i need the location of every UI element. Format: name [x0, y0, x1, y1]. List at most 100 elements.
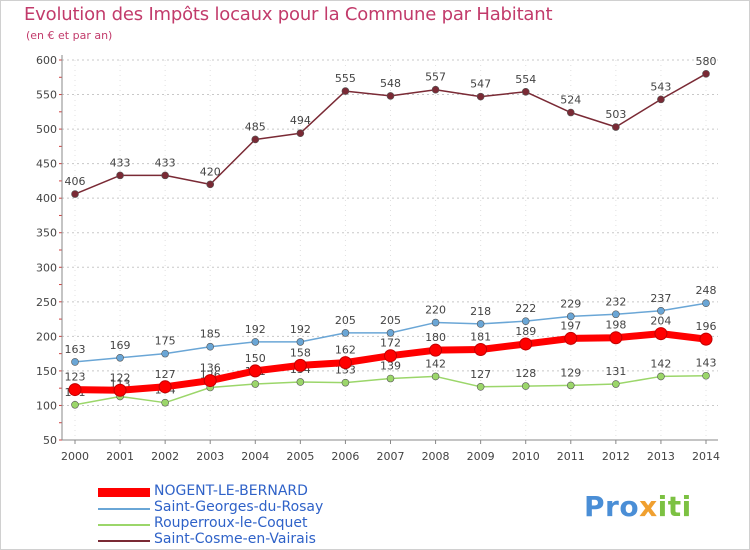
point-rouperroux-le-coquet-2002 — [161, 398, 169, 407]
x-tick-label-2006: 2006 — [331, 450, 359, 463]
data-label-saint-georges-du-rosay-2006: 205 — [335, 314, 356, 327]
data-label-saint-cosme-en-vairais-2012: 503 — [605, 108, 626, 121]
point-nogent-le-bernard-2006 — [338, 356, 352, 370]
y-tick-label-150: 150 — [36, 365, 57, 378]
point-nogent-le-bernard-2012 — [609, 331, 623, 345]
data-label-saint-georges-du-rosay-2014: 248 — [696, 284, 717, 297]
point-nogent-le-bernard-2008 — [429, 343, 443, 357]
point-saint-cosme-en-vairais-2004 — [251, 135, 260, 144]
data-label-saint-georges-du-rosay-2008: 220 — [425, 304, 446, 317]
data-label-rouperroux-le-coquet-2013: 142 — [650, 357, 671, 370]
x-tick-label-2003: 2003 — [196, 450, 224, 463]
data-label-rouperroux-le-coquet-2006: 133 — [335, 364, 356, 377]
point-rouperroux-le-coquet-2013 — [657, 372, 665, 381]
data-label-nogent-le-bernard-2012: 198 — [605, 319, 626, 332]
data-label-saint-georges-du-rosay-2013: 237 — [650, 292, 671, 305]
x-tick-label-2001: 2001 — [106, 450, 134, 463]
data-label-saint-georges-du-rosay-2001: 169 — [110, 339, 131, 352]
point-nogent-le-bernard-2003 — [203, 374, 217, 388]
data-label-nogent-le-bernard-2000: 123 — [65, 371, 86, 384]
point-rouperroux-le-coquet-2006 — [341, 378, 350, 387]
data-label-nogent-le-bernard-2008: 180 — [425, 331, 446, 344]
point-nogent-le-bernard-2011 — [564, 331, 578, 345]
point-saint-georges-du-rosay-2003 — [206, 342, 215, 351]
data-label-nogent-le-bernard-2004: 150 — [245, 352, 266, 365]
point-saint-cosme-en-vairais-2008 — [431, 85, 440, 94]
point-saint-cosme-en-vairais-2014 — [702, 70, 710, 78]
y-tick-label-300: 300 — [36, 261, 57, 274]
point-saint-georges-du-rosay-2012 — [612, 310, 620, 319]
data-label-nogent-le-bernard-2007: 172 — [380, 337, 401, 350]
data-label-nogent-le-bernard-2003: 136 — [200, 362, 221, 375]
point-rouperroux-le-coquet-2000 — [71, 400, 79, 409]
point-rouperroux-le-coquet-2010 — [521, 382, 530, 390]
data-label-saint-georges-du-rosay-2002: 175 — [155, 335, 176, 348]
point-saint-cosme-en-vairais-2013 — [657, 95, 665, 104]
legend-swatch-saint-georges — [98, 508, 150, 510]
legend-label-rouperroux: Rouperroux-le-Coquet — [154, 515, 308, 531]
data-label-rouperroux-le-coquet-2010: 128 — [515, 367, 536, 380]
data-label-saint-cosme-en-vairais-2008: 557 — [425, 71, 446, 84]
data-label-nogent-le-bernard-2005: 158 — [290, 346, 311, 359]
data-label-rouperroux-le-coquet-2007: 139 — [380, 360, 401, 373]
point-nogent-le-bernard-2002 — [158, 380, 172, 394]
data-label-saint-georges-du-rosay-2012: 232 — [605, 295, 626, 308]
data-label-saint-cosme-en-vairais-2009: 547 — [470, 78, 491, 91]
data-label-nogent-le-bernard-2006: 162 — [335, 344, 356, 357]
data-label-saint-cosme-en-vairais-2002: 433 — [155, 156, 176, 169]
x-tick-label-2014: 2014 — [692, 450, 720, 463]
point-saint-georges-du-rosay-2001 — [116, 353, 124, 362]
data-label-saint-georges-du-rosay-2000: 163 — [65, 343, 86, 356]
data-label-saint-cosme-en-vairais-2006: 555 — [335, 72, 356, 85]
point-saint-cosme-en-vairais-2006 — [341, 87, 350, 95]
point-saint-cosme-en-vairais-2000 — [71, 190, 79, 198]
y-tick-label-250: 250 — [36, 296, 57, 309]
y-tick-label-550: 550 — [36, 89, 57, 102]
point-saint-georges-du-rosay-2000 — [71, 358, 79, 366]
series-line-saint-cosme-en-vairais — [74, 73, 707, 195]
y-tick-label-450: 450 — [36, 158, 57, 171]
legend-swatch-saint-cosme — [98, 540, 150, 542]
point-rouperroux-le-coquet-2009 — [476, 382, 485, 391]
proxiti-logo: Proxiti — [584, 490, 692, 523]
point-rouperroux-le-coquet-2011 — [566, 381, 575, 390]
data-label-saint-cosme-en-vairais-2005: 494 — [290, 114, 311, 127]
data-label-saint-georges-du-rosay-2011: 229 — [560, 297, 581, 310]
point-saint-cosme-en-vairais-2012 — [612, 123, 620, 131]
legend-swatch-nogent — [98, 488, 150, 497]
point-saint-cosme-en-vairais-2003 — [206, 180, 215, 189]
point-saint-cosme-en-vairais-2001 — [116, 171, 124, 180]
x-tick-label-2009: 2009 — [467, 450, 495, 463]
point-nogent-le-bernard-2009 — [474, 342, 488, 356]
x-tick-label-2004: 2004 — [241, 450, 269, 463]
point-nogent-le-bernard-2004 — [248, 364, 262, 378]
point-nogent-le-bernard-2007 — [384, 349, 397, 363]
legend-label-nogent: NOGENT-LE-BERNARD — [154, 483, 308, 499]
data-label-saint-georges-du-rosay-2010: 222 — [515, 302, 536, 315]
data-label-saint-cosme-en-vairais-2003: 420 — [200, 165, 221, 178]
data-label-saint-cosme-en-vairais-2011: 524 — [560, 94, 581, 107]
point-rouperroux-le-coquet-2008 — [431, 372, 440, 381]
data-label-nogent-le-bernard-2014: 196 — [696, 320, 717, 333]
point-nogent-le-bernard-2014 — [699, 332, 713, 346]
x-tick-label-2008: 2008 — [422, 450, 450, 463]
point-rouperroux-le-coquet-2007 — [386, 374, 395, 383]
y-tick-label-350: 350 — [36, 227, 57, 240]
data-label-saint-georges-du-rosay-2003: 185 — [200, 328, 221, 341]
data-label-nogent-le-bernard-2010: 189 — [515, 325, 536, 338]
x-tick-label-2002: 2002 — [151, 450, 179, 463]
point-nogent-le-bernard-2000 — [68, 383, 82, 397]
point-rouperroux-le-coquet-2005 — [296, 378, 305, 386]
point-saint-georges-du-rosay-2004 — [251, 338, 260, 346]
y-tick-label-500: 500 — [36, 123, 57, 136]
point-rouperroux-le-coquet-2014 — [702, 371, 710, 380]
y-tick-label-600: 600 — [36, 54, 57, 67]
x-tick-label-2012: 2012 — [602, 450, 630, 463]
point-saint-georges-du-rosay-2006 — [341, 329, 350, 337]
x-tick-label-2007: 2007 — [377, 450, 405, 463]
legend-label-saint-georges: Saint-Georges-du-Rosay — [154, 499, 324, 515]
data-label-saint-georges-du-rosay-2009: 218 — [470, 305, 491, 318]
point-saint-georges-du-rosay-2007 — [386, 329, 395, 337]
